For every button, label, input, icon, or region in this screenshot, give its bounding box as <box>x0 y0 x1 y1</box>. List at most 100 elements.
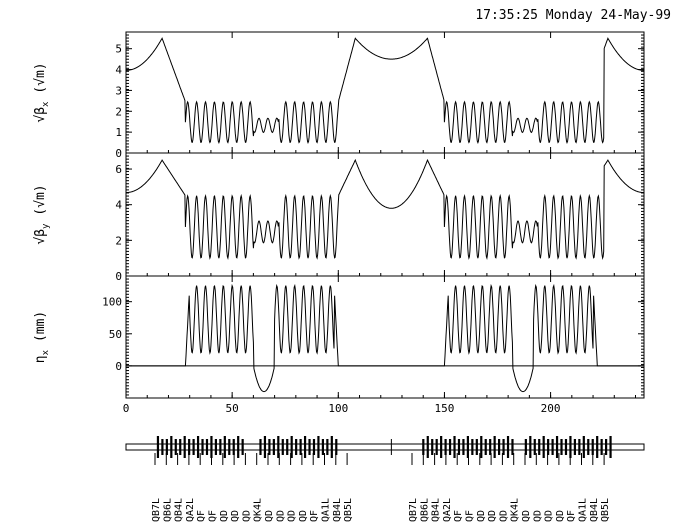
lattice-magnet-27 <box>290 436 293 458</box>
ytick-label-2-0: 0 <box>115 270 122 283</box>
lattice-magnet-1 <box>161 439 164 455</box>
lattice-magnet-38 <box>422 439 425 455</box>
lattice-magnet-70 <box>573 439 576 455</box>
lattice-magnet-64 <box>547 439 550 455</box>
lattice-magnet-4 <box>174 439 177 455</box>
ylabel-2: √βy (√m) <box>33 184 51 244</box>
xtick-label-1: 50 <box>226 402 239 415</box>
element-label-12: QD <box>287 510 298 522</box>
lattice-magnet-72 <box>582 436 585 458</box>
lattice-magnet-51 <box>480 436 483 458</box>
series-line-1 <box>126 37 644 144</box>
lattice-magnet-56 <box>502 439 505 455</box>
ytick-label-2-2: 4 <box>115 199 122 212</box>
lattice-magnet-41 <box>435 439 438 455</box>
ylabel-3: ηx (mm) <box>33 311 51 363</box>
element-label-16: QB4L <box>332 498 343 522</box>
lattice-magnet-26 <box>286 439 289 455</box>
element-label-25: QD <box>487 510 498 522</box>
lattice-magnet-13 <box>214 439 218 455</box>
lattice-magnet-30 <box>303 436 307 458</box>
lattice-magnet-24 <box>277 436 280 458</box>
lattice-magnet-2 <box>165 439 168 455</box>
lattice-magnet-11 <box>205 439 209 455</box>
lattice-magnet-65 <box>551 439 554 455</box>
element-label-4: QF <box>196 510 207 522</box>
lattice-magnet-18 <box>237 436 240 458</box>
element-label-24: QD <box>476 510 487 522</box>
lattice-magnet-17 <box>232 439 235 455</box>
lattice-magnet-68 <box>564 439 568 455</box>
series-line-3 <box>126 283 644 393</box>
lattice-magnet-59 <box>524 439 527 455</box>
element-label-3: QA2L <box>185 498 196 522</box>
lattice-magnet-39 <box>426 436 429 458</box>
element-label-7: QD <box>230 510 241 522</box>
element-label-2: QB4L <box>174 498 185 522</box>
ytick-label-1-4: 4 <box>115 64 122 77</box>
ytick-label-3-0: 0 <box>115 360 122 373</box>
lattice-magnet-33 <box>317 436 320 458</box>
element-label-19: QB6L <box>419 498 430 522</box>
lattice-magnet-9 <box>196 436 200 458</box>
element-label-22: QF <box>453 510 464 522</box>
lattice-magnet-49 <box>471 439 474 455</box>
lattice-magnet-36 <box>330 436 333 458</box>
element-label-17: QB5L <box>343 498 354 522</box>
element-label-5: QF <box>208 510 219 522</box>
element-label-31: QD <box>555 510 566 522</box>
lattice-magnet-37 <box>335 439 338 455</box>
panel-frame-3 <box>125 275 645 399</box>
lattice-magnet-63 <box>542 436 545 458</box>
lattice-magnet-48 <box>466 436 469 458</box>
lattice-magnet-53 <box>489 439 492 455</box>
lattice-magnet-47 <box>462 439 465 455</box>
lattice-magnet-15 <box>223 436 226 458</box>
lattice-magnet-34 <box>321 439 324 455</box>
lattice-magnet-5 <box>179 439 182 455</box>
lattice-magnet-58 <box>511 439 514 455</box>
lattice-magnet-22 <box>268 439 271 455</box>
lattice-magnet-40 <box>431 439 434 455</box>
lattice-magnet-31 <box>308 439 311 455</box>
lattice-magnet-54 <box>493 436 496 458</box>
lattice-magnet-75 <box>596 436 599 458</box>
lattice-magnet-3 <box>170 436 173 458</box>
ytick-label-2-1: 2 <box>115 234 122 247</box>
lattice-magnet-25 <box>281 439 284 455</box>
lattice-magnet-7 <box>188 439 191 455</box>
element-label-33: QA1L <box>578 498 589 522</box>
lattice-magnet-73 <box>587 439 590 455</box>
lattice-magnet-35 <box>326 439 329 455</box>
lattice-magnet-6 <box>183 436 186 458</box>
lattice-magnet-12 <box>210 436 213 458</box>
lattice-magnet-76 <box>600 439 603 455</box>
lattice-magnet-0 <box>156 436 160 458</box>
lattice-magnet-74 <box>591 439 594 455</box>
xtick-label-3: 150 <box>435 402 455 415</box>
lattice-magnet-77 <box>604 439 608 455</box>
element-label-23: QF <box>465 510 476 522</box>
series-line-2 <box>126 158 644 260</box>
ytick-label-1-5: 5 <box>115 43 122 56</box>
lattice-magnet-62 <box>538 439 541 455</box>
lattice-magnet-61 <box>533 439 536 455</box>
ytick-label-3-2: 100 <box>102 296 122 309</box>
xtick-label-0: 0 <box>123 402 130 415</box>
element-label-18: QB7L <box>408 498 419 522</box>
lattice-magnet-29 <box>299 439 302 455</box>
element-label-20: QB4L <box>431 498 442 522</box>
lattice-magnet-23 <box>272 439 275 455</box>
lattice-magnet-19 <box>241 439 244 455</box>
element-label-13: QD <box>298 510 309 522</box>
ytick-label-2-3: 6 <box>115 163 122 176</box>
element-label-30: QD <box>544 510 555 522</box>
ytick-label-1-3: 3 <box>115 84 122 97</box>
lattice-magnet-42 <box>440 436 443 458</box>
ytick-label-1-0: 0 <box>115 147 122 160</box>
lattice-magnet-55 <box>498 439 501 455</box>
lattice-beamline <box>125 443 645 451</box>
lattice-magnet-46 <box>457 439 461 455</box>
element-label-14: QF <box>309 510 320 522</box>
